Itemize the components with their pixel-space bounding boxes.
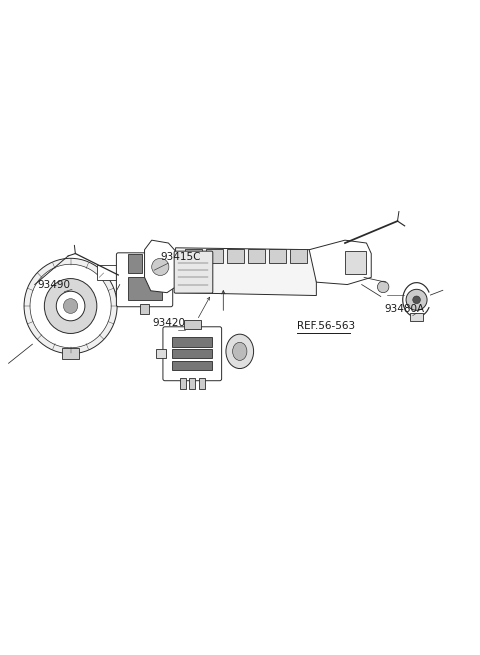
Circle shape (377, 281, 389, 293)
Text: 93480A: 93480A (384, 304, 425, 314)
Bar (128, 255, 142, 272)
Ellipse shape (44, 278, 97, 333)
Ellipse shape (30, 264, 111, 348)
Bar (147, 255, 161, 272)
Circle shape (413, 296, 420, 304)
Ellipse shape (56, 291, 85, 321)
Bar (156, 349, 166, 358)
Bar (345, 251, 366, 274)
Bar (185, 249, 202, 263)
Bar (97, 265, 123, 280)
Bar (62, 348, 79, 358)
Text: 93490: 93490 (37, 280, 71, 290)
Polygon shape (144, 240, 176, 293)
FancyBboxPatch shape (174, 251, 213, 293)
Bar (180, 378, 186, 389)
Text: 93420: 93420 (152, 318, 185, 328)
Bar (172, 362, 212, 370)
Text: REF.56-563: REF.56-563 (297, 322, 355, 331)
Bar (172, 337, 212, 346)
Polygon shape (309, 240, 371, 284)
Bar (248, 249, 265, 263)
Bar (140, 304, 149, 314)
Bar (199, 378, 204, 389)
Bar (269, 249, 286, 263)
Bar (206, 249, 223, 263)
Bar (290, 249, 307, 263)
Bar (184, 320, 201, 329)
FancyBboxPatch shape (116, 253, 173, 307)
Bar (171, 275, 180, 284)
Ellipse shape (226, 334, 253, 369)
Ellipse shape (233, 343, 247, 360)
Bar (128, 277, 162, 300)
Text: 93415C: 93415C (160, 252, 201, 261)
Ellipse shape (63, 299, 78, 314)
FancyBboxPatch shape (163, 327, 222, 381)
Ellipse shape (24, 258, 117, 354)
Circle shape (406, 290, 427, 310)
Bar (190, 378, 195, 389)
Bar (410, 313, 423, 321)
Bar (227, 249, 244, 263)
Circle shape (152, 258, 169, 276)
Polygon shape (176, 248, 316, 295)
Bar (172, 350, 212, 358)
